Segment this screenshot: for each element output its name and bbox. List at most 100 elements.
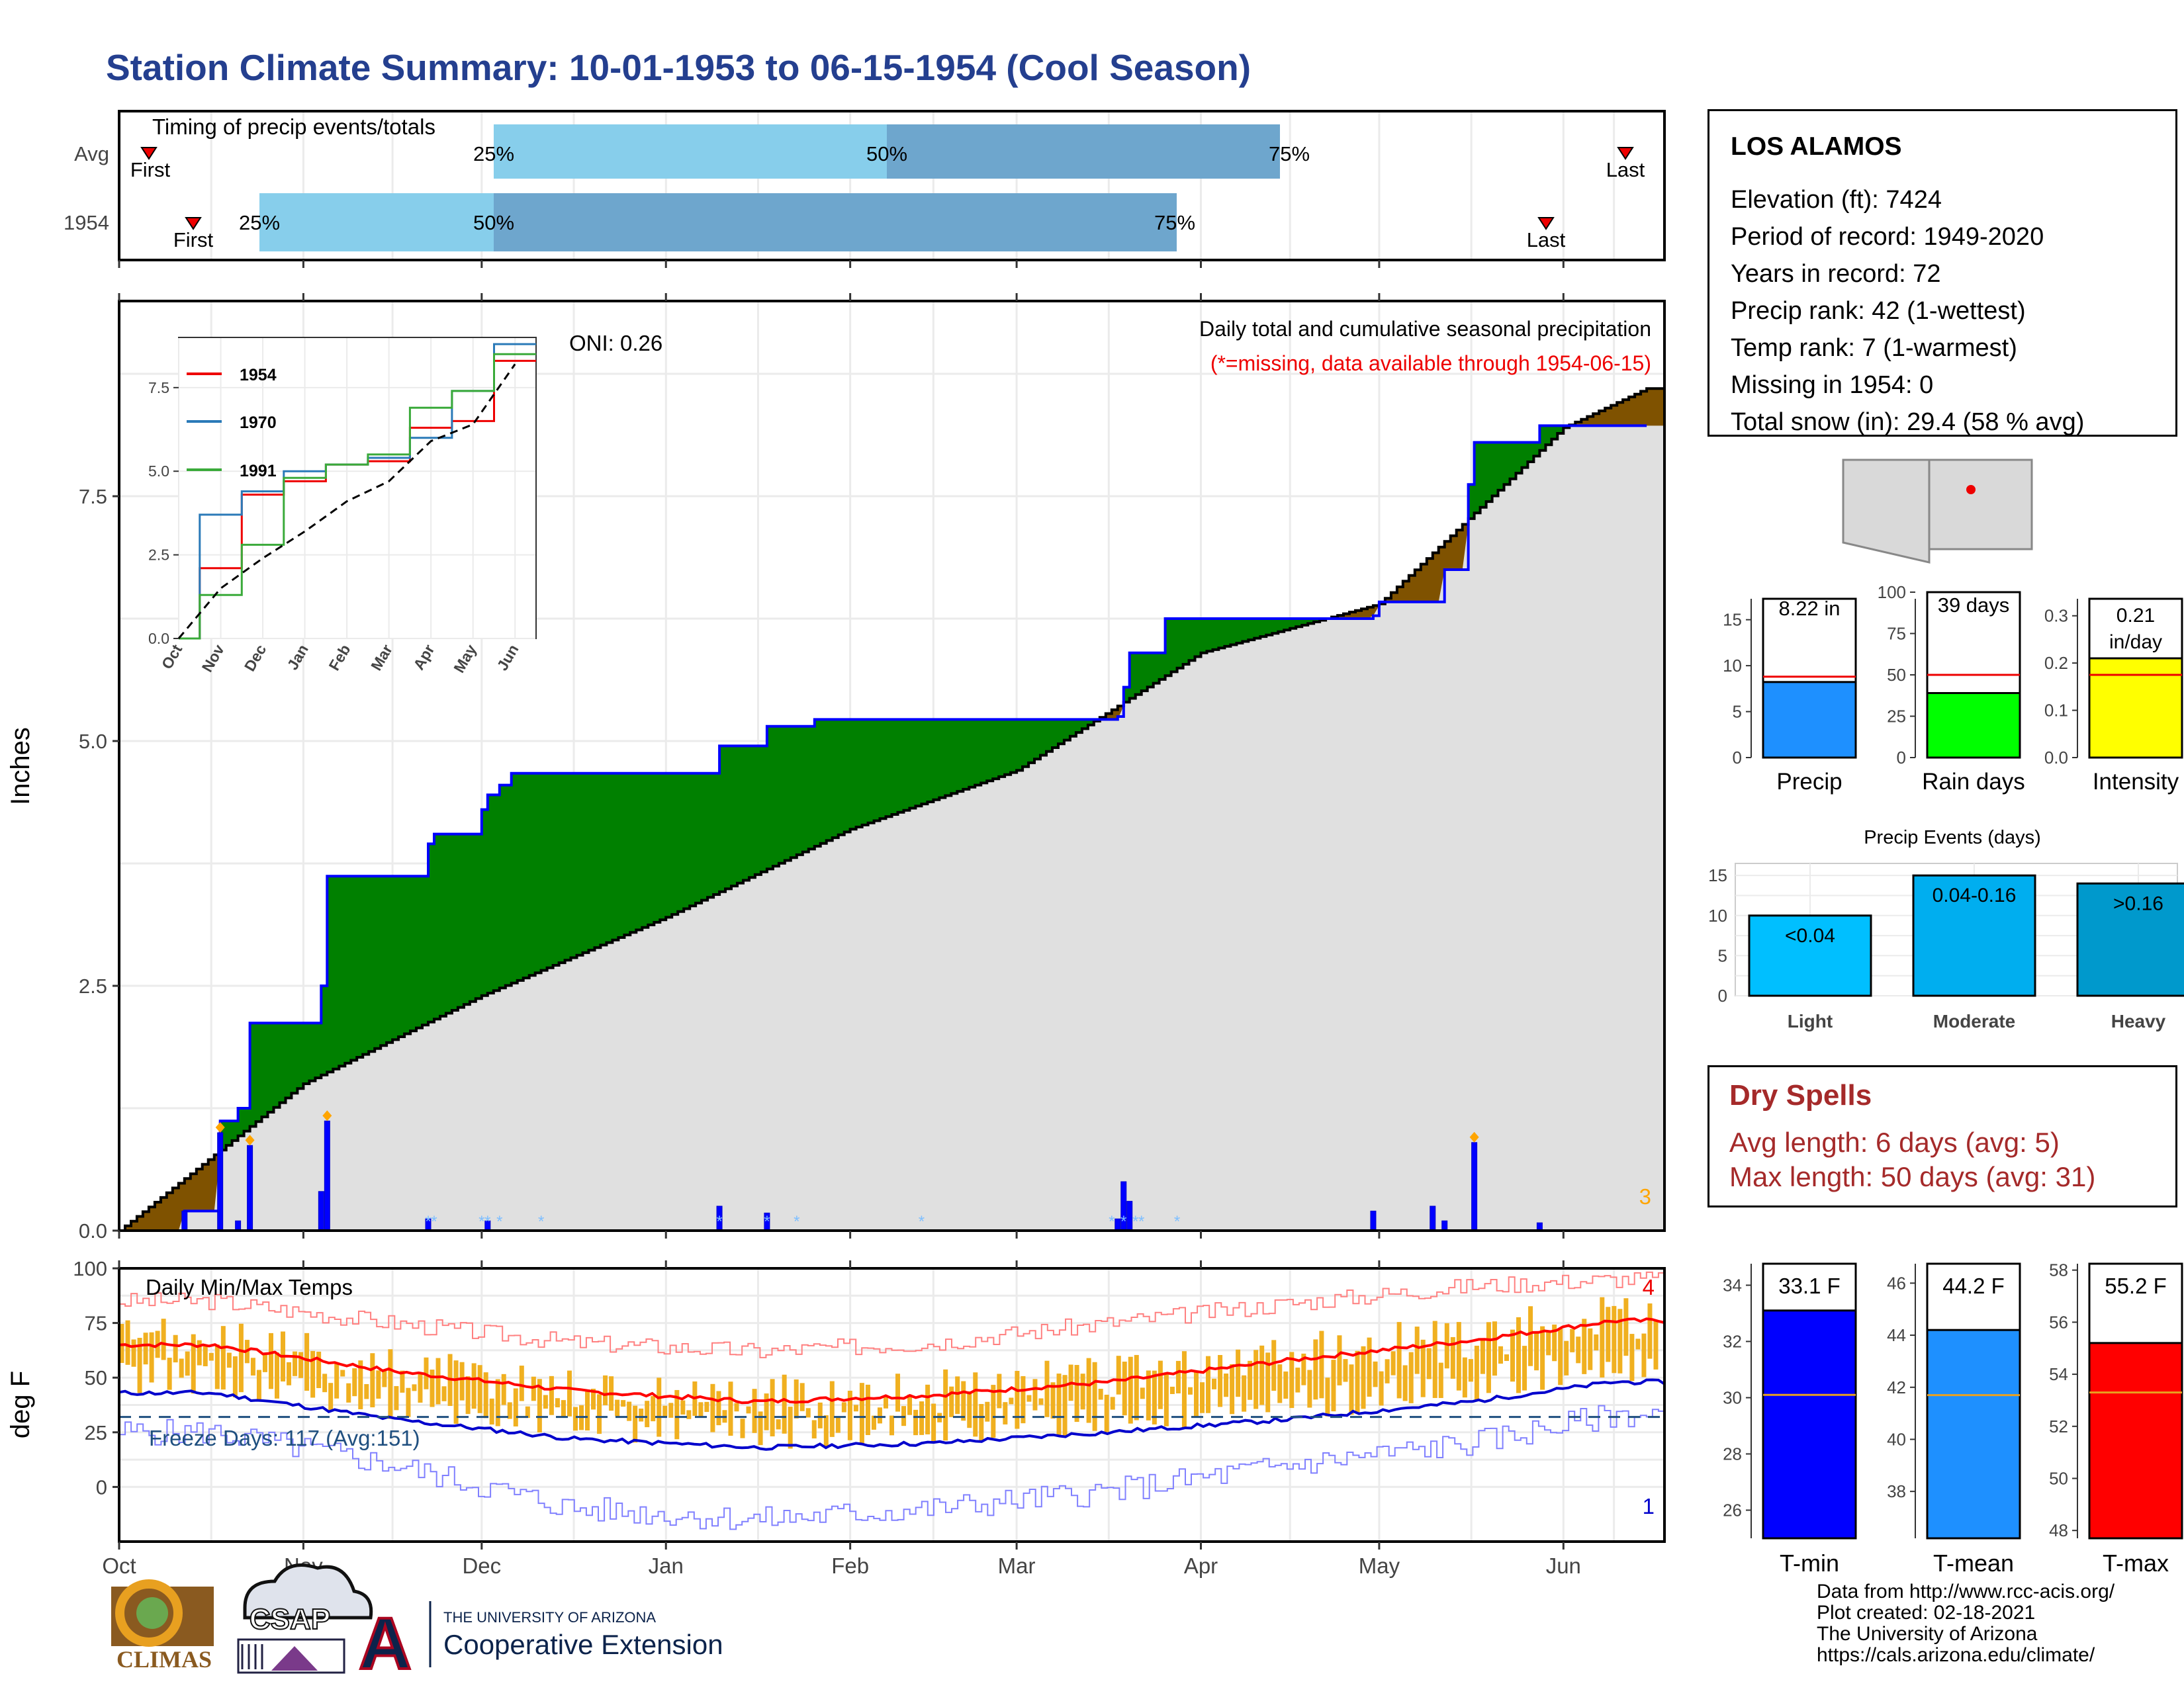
- daily-temp-bar: [382, 1369, 387, 1387]
- daily-temp-bar: [191, 1334, 196, 1394]
- daily-temp-bar: [1265, 1352, 1271, 1413]
- daily-record-marker: [1469, 1131, 1479, 1143]
- daily-temp-bar: [238, 1323, 244, 1393]
- avg-cumulative-cover: [119, 425, 1664, 1231]
- daily-temp-bar: [1187, 1387, 1193, 1395]
- daily-temp-bar: [657, 1378, 662, 1437]
- station-period: Period of record: 1949-2020: [1731, 223, 2044, 251]
- daily-temp-bar: [1122, 1361, 1127, 1416]
- daily-temp-bar: [179, 1358, 184, 1378]
- mini-tick-label: 0.1: [2044, 701, 2068, 721]
- daily-temp-bar: [1337, 1335, 1342, 1385]
- events-bar-label: >0.16: [2113, 893, 2163, 914]
- daily-temp-bar: [764, 1393, 769, 1430]
- ua-small-text: THE UNIVERSITY OF ARIZONA: [443, 1609, 656, 1626]
- daily-temp-bar: [220, 1326, 226, 1390]
- timing-row-1954: 1954: [64, 211, 109, 234]
- daily-temp-bar: [1134, 1354, 1139, 1421]
- temp-bar-tick-label: 52: [2049, 1417, 2068, 1436]
- precip-ytick-label: 5.0: [79, 730, 107, 753]
- freeze-days-label: Freeze Days: 117 (Avg:151): [149, 1426, 420, 1450]
- daily-temp-bar: [1181, 1351, 1187, 1428]
- station-name: LOS ALAMOS: [1731, 132, 1902, 161]
- precip-caption: Daily total and cumulative seasonal prec…: [1199, 317, 1651, 341]
- daily-temp-bar: [543, 1395, 548, 1409]
- snow-marker: *: [538, 1213, 544, 1231]
- daily-temp-bar: [1349, 1364, 1354, 1415]
- daily-temp-bar: [734, 1403, 739, 1412]
- snow-marker: *: [431, 1213, 437, 1231]
- temp-ytick-label: 75: [85, 1312, 107, 1335]
- mini-bar-raindays: [1926, 692, 2021, 759]
- daily-temp-bar: [662, 1405, 668, 1417]
- daily-temp-bar: [1420, 1339, 1426, 1397]
- daily-temp-bar: [1200, 1382, 1205, 1413]
- temp-ytick-label: 50: [85, 1366, 107, 1389]
- daily-precip-bar: [247, 1145, 253, 1231]
- daily-temp-bar: [453, 1360, 459, 1424]
- mini-tick-label: 75: [1887, 624, 1906, 644]
- daily-temp-bar: [441, 1386, 447, 1401]
- temp-bar-tick-label: 28: [1723, 1444, 1742, 1464]
- snow-marker: *: [794, 1213, 799, 1231]
- daily-temp-bar: [435, 1358, 441, 1405]
- temp-bar-value-tmean: 44.2 F: [1942, 1274, 2005, 1298]
- mini-tick-label: 0.0: [2044, 748, 2068, 767]
- snow-marker: *: [425, 1213, 431, 1231]
- temp-bar-tick-label: 30: [1723, 1388, 1742, 1408]
- daily-temp-bar: [1104, 1395, 1109, 1432]
- daily-temp-bar: [412, 1384, 417, 1391]
- daily-temp-bar: [1259, 1345, 1265, 1405]
- daily-temp-bar: [406, 1387, 411, 1417]
- station-location-dot: [1966, 485, 1976, 494]
- record-high-line: [119, 1271, 1665, 1358]
- events-title: Precip Events (days): [1864, 827, 2041, 848]
- daily-temp-bar: [603, 1375, 608, 1405]
- main-charts: Timing of precip events/totals Avg 1954 …: [6, 110, 1666, 1686]
- daily-temp-bar: [591, 1388, 596, 1410]
- events-bar-label: 0.04-0.16: [1933, 885, 2017, 906]
- inset-ytick-label: 5.0: [148, 462, 169, 480]
- daily-temp-bar: [388, 1349, 393, 1419]
- daily-temp-bar: [1516, 1317, 1522, 1393]
- daily-temp-bar: [1438, 1362, 1443, 1398]
- daily-temp-bar: [1301, 1353, 1306, 1385]
- daily-temp-bar: [1086, 1358, 1091, 1423]
- daily-temp-bar: [1146, 1370, 1151, 1421]
- daily-temp-bar: [841, 1402, 846, 1413]
- timing-panel: Timing of precip events/totals Avg 1954 …: [64, 110, 1666, 261]
- first-marker-avg: [140, 147, 158, 160]
- daily-temp-bar: [1319, 1331, 1324, 1399]
- y1954-p75-label: 75%: [1154, 211, 1195, 234]
- snow-marker: *: [1109, 1213, 1115, 1231]
- events-category-label: Moderate: [1933, 1011, 2015, 1031]
- daily-temp-bar: [1175, 1360, 1181, 1394]
- daily-temp-bar: [507, 1402, 512, 1419]
- temp-bar-tick-label: 40: [1887, 1429, 1906, 1449]
- first-label-1954: First: [173, 228, 214, 251]
- mini-tick-label: 0.3: [2044, 606, 2068, 626]
- daily-temp-bar: [232, 1356, 238, 1398]
- daily-temp-bar: [1534, 1331, 1539, 1371]
- daily-temp-bar: [931, 1403, 936, 1442]
- temp-ylabel: deg F: [6, 1371, 35, 1438]
- daily-temp-bar: [1163, 1374, 1169, 1426]
- daily-temp-bar: [883, 1395, 888, 1409]
- daily-precip-bar: [1115, 1218, 1121, 1231]
- avg-min-line: [118, 1378, 1666, 1451]
- daily-temp-bar: [1564, 1340, 1569, 1376]
- daily-temp-bar: [513, 1388, 518, 1426]
- daily-temp-bar: [1462, 1357, 1467, 1398]
- mini-value-intensity-unit: in/day: [2109, 631, 2162, 653]
- snow-marker: *: [496, 1213, 502, 1231]
- daily-temp-bar: [298, 1352, 304, 1378]
- daily-temp-bar: [1600, 1297, 1605, 1378]
- daily-temp-bar: [1414, 1327, 1420, 1374]
- daily-temp-bar: [985, 1401, 990, 1422]
- mini-tick-label: 0.2: [2044, 653, 2068, 673]
- mini-tick-label: 10: [1723, 656, 1742, 676]
- daily-temp-bar: [197, 1340, 202, 1366]
- daily-temp-bar: [835, 1417, 841, 1433]
- daily-temp-bar: [829, 1381, 835, 1437]
- climas-logo: CLIMAS: [111, 1579, 214, 1673]
